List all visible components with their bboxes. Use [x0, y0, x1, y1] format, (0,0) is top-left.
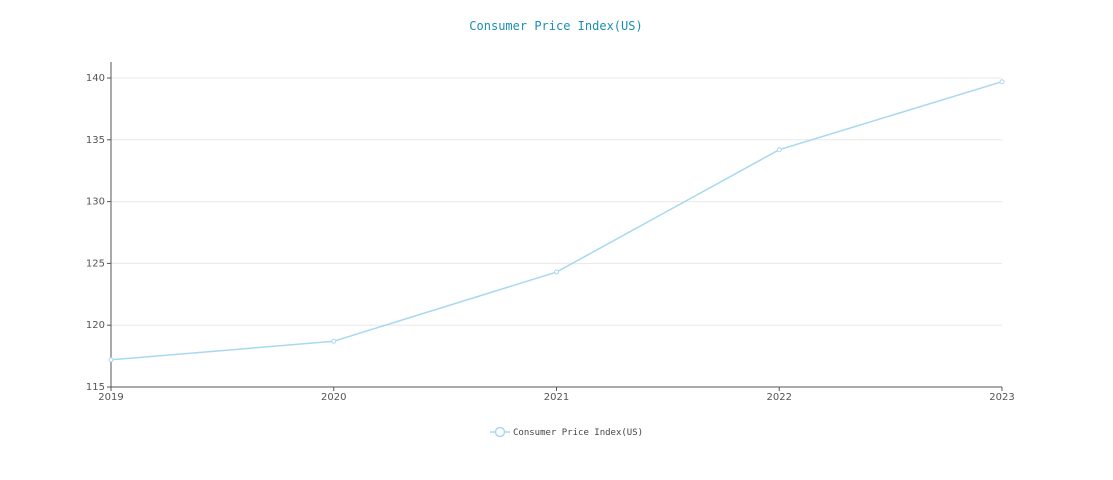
y-tick-label: 130 — [86, 197, 105, 208]
x-tick-label: 2019 — [98, 392, 123, 403]
data-point[interactable] — [776, 147, 782, 153]
data-point[interactable] — [331, 338, 337, 344]
series-layer — [108, 79, 1005, 363]
y-tick-label: 140 — [86, 73, 105, 84]
y-tick-label: 120 — [86, 320, 105, 331]
data-point[interactable] — [999, 79, 1005, 85]
data-point[interactable] — [108, 357, 114, 363]
legend-marker — [494, 426, 506, 438]
y-tick-label: 125 — [86, 258, 105, 269]
axes — [110, 62, 1002, 388]
series-line — [110, 80, 1003, 361]
y-tick-label: 135 — [86, 135, 105, 146]
y-axis-ticks: 115 120 125 130 135 140 — [86, 73, 111, 393]
data-point[interactable] — [554, 269, 559, 275]
x-tick-label: 2022 — [767, 392, 792, 403]
legend-label: Consumer Price Index(US) — [513, 428, 643, 438]
x-tick-label: 2021 — [544, 392, 569, 403]
grid-lines — [111, 77, 1002, 326]
x-tick-label: 2023 — [989, 392, 1014, 403]
x-tick-label: 2020 — [321, 392, 346, 403]
x-axis-ticks: 2019 2020 2021 2022 2023 — [98, 387, 1015, 403]
y-tick-label: 115 — [86, 382, 105, 393]
legend[interactable]: Consumer Price Index(US) — [490, 426, 643, 439]
chart-title: Consumer Price Index(US) — [469, 19, 642, 33]
